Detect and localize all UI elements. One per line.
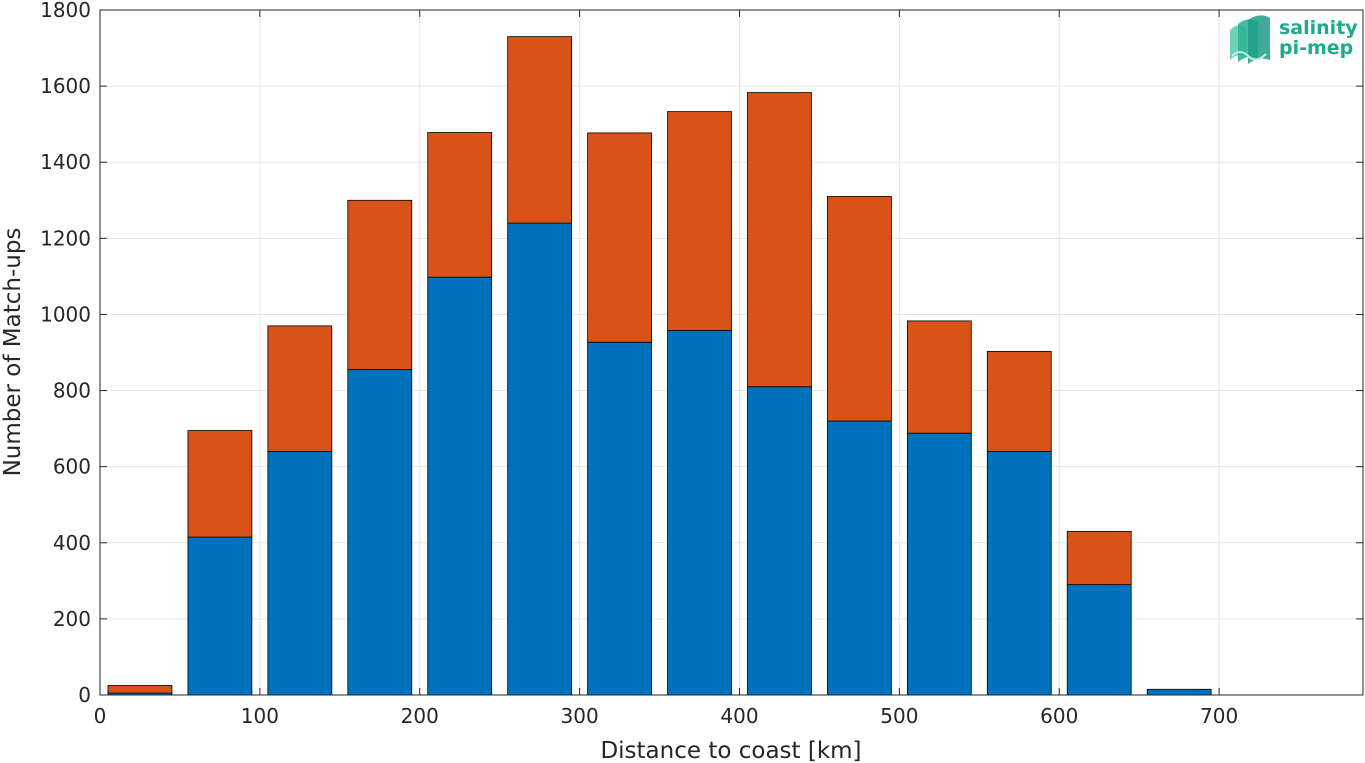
bar-segment-series-1 [986, 451, 1052, 696]
x-tick-label: 300 [561, 704, 599, 728]
bar-segment-series-1 [347, 369, 413, 696]
bar-segment-series-1 [427, 276, 493, 696]
bar-segment-series-1 [906, 432, 972, 696]
x-axis-label: Distance to coast [km] [600, 738, 861, 763]
y-tick-label: 1200 [40, 226, 91, 250]
y-tick-label: 0 [78, 683, 91, 707]
bar-segment-series-2 [587, 132, 652, 343]
salinity-pi-mep-logo: salinity pi-mep [1230, 15, 1358, 64]
ticks [99, 9, 1363, 696]
axes-box [99, 9, 1364, 696]
logo-wave-icon [1230, 15, 1270, 64]
y-tick-label: 200 [53, 607, 91, 631]
bar-segment-series-2 [827, 196, 892, 422]
logo-text-salinity: salinity [1279, 17, 1358, 39]
y-tick-label: 400 [53, 531, 91, 555]
logo-text-pimep: pi-mep [1279, 37, 1353, 59]
bar-segment-series-2 [267, 325, 333, 452]
y-axis-label: Number of Match-ups [0, 228, 26, 477]
bar-segment-series-1 [827, 420, 892, 696]
bar-segment-series-2 [667, 111, 732, 331]
tick-labels: 0 100 200 300 400 500 600 700 0 200 400 600 800 1000 1… [40, 0, 1238, 728]
y-tick-label: 800 [53, 379, 91, 403]
bar-segment-series-1 [1146, 688, 1212, 696]
bar-segment-series-1 [507, 222, 573, 696]
x-tick-label: 100 [241, 704, 279, 728]
bar-segment-series-2 [986, 350, 1052, 452]
y-tick-label: 1000 [40, 302, 91, 326]
x-tick-label: 500 [880, 704, 918, 728]
x-tick-label: 400 [720, 704, 758, 728]
y-tick-label: 1800 [40, 0, 91, 22]
bar-segment-series-1 [747, 386, 812, 696]
bar-segment-series-2 [187, 430, 253, 538]
bar-segment-series-2 [507, 36, 573, 224]
x-tick-label: 600 [1040, 704, 1078, 728]
bars [107, 36, 1212, 696]
y-tick-label: 1600 [40, 74, 91, 98]
x-tick-label: 700 [1200, 704, 1238, 728]
bar-segment-series-2 [107, 685, 173, 694]
bar-segment-series-2 [1066, 530, 1132, 586]
bar-segment-series-2 [747, 92, 812, 388]
bar-segment-series-1 [187, 536, 253, 696]
x-tick-label: 200 [401, 704, 439, 728]
bar-segment-series-1 [587, 341, 652, 696]
y-tick-label: 600 [53, 455, 91, 479]
bar-segment-series-1 [267, 451, 333, 696]
bar-segment-series-2 [347, 199, 413, 371]
bar-segment-series-1 [667, 330, 732, 696]
bar-segment-series-2 [906, 320, 972, 434]
y-tick-label: 1400 [40, 150, 91, 174]
bar-segment-series-1 [1066, 584, 1132, 696]
x-tick-label: 0 [94, 704, 107, 728]
bar-segment-series-2 [427, 132, 493, 278]
